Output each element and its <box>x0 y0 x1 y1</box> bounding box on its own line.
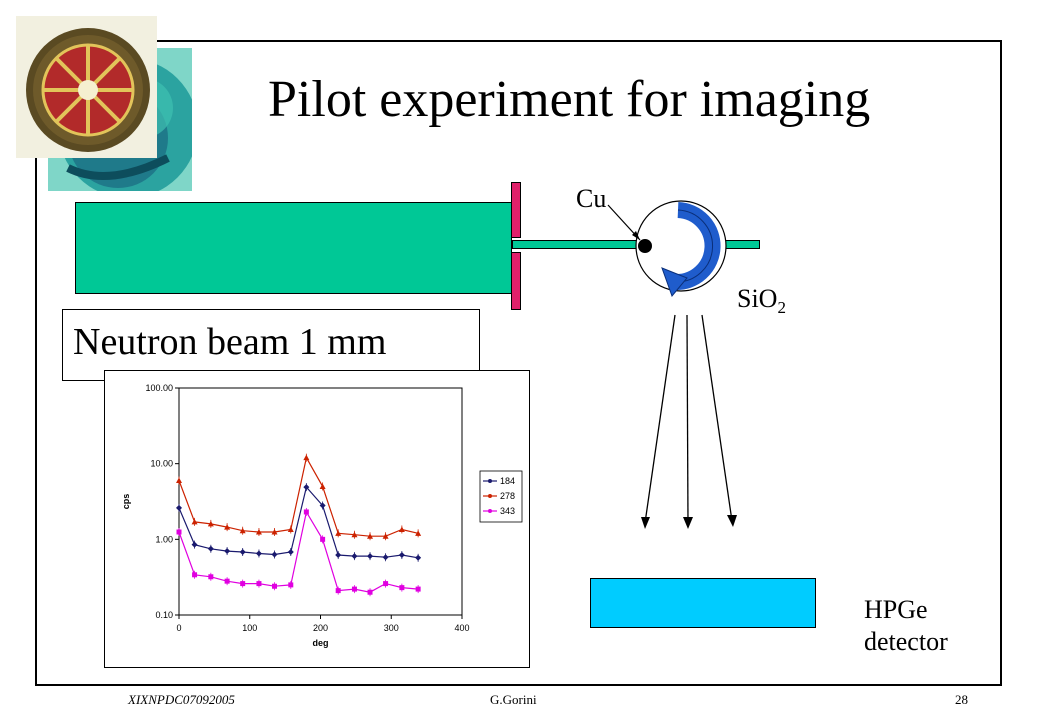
data-point-343 <box>192 572 198 578</box>
data-point-184 <box>398 552 405 559</box>
data-point-343 <box>303 509 309 515</box>
data-point-184 <box>382 554 389 561</box>
footer-page-number: 28 <box>955 692 968 707</box>
sio2-label-main: SiO <box>737 284 778 313</box>
data-point-184 <box>335 552 342 559</box>
detector-label-line2: detector <box>864 627 948 656</box>
cps-chart: 0.10 1.00 10.00 100.00 0 100 200 300 400 deg cps 1… <box>104 370 530 668</box>
data-point-343 <box>320 536 326 542</box>
x-tick-label: 400 <box>454 623 469 633</box>
y-axis-label: cps <box>121 494 131 510</box>
rotation-arrow-outline <box>674 209 714 283</box>
neutron-beam-caption: Neutron beam 1 mm <box>73 321 387 363</box>
x-tick-label: 100 <box>242 623 257 633</box>
data-point-184 <box>207 545 214 552</box>
data-point-278 <box>319 483 326 489</box>
legend-label-278: 278 <box>500 491 515 501</box>
data-point-343 <box>288 582 294 588</box>
data-point-343 <box>240 581 246 587</box>
neutron-source <box>75 202 512 294</box>
x-tick-label: 0 <box>176 623 181 633</box>
data-point-343 <box>208 574 214 580</box>
data-point-184 <box>303 484 310 491</box>
sample-diagram <box>607 200 727 297</box>
x-tick-label: 200 <box>313 623 328 633</box>
data-point-278 <box>191 518 198 525</box>
data-point-278 <box>207 520 214 527</box>
data-point-184 <box>287 549 294 556</box>
footer-left: XIXNPDC07092005 <box>128 692 235 707</box>
x-axis-label: deg <box>312 638 328 648</box>
gamma-arrow-right <box>701 314 733 522</box>
sio2-label-sub: 2 <box>777 298 786 318</box>
data-point-343 <box>367 589 373 595</box>
y-tick-label: 1.00 <box>155 534 173 544</box>
data-point-278 <box>224 524 231 530</box>
data-point-278 <box>303 454 310 461</box>
gamma-arrows <box>641 314 737 529</box>
data-point-343 <box>351 586 357 592</box>
data-point-278 <box>398 526 405 532</box>
slide-frame <box>35 40 1002 686</box>
data-point-343 <box>383 581 389 587</box>
legend-label-343: 343 <box>500 506 515 516</box>
sio2-label: SiO2 <box>737 284 786 318</box>
neutron-beam-caption-box: Neutron beam 1 mm <box>62 309 480 381</box>
data-point-343 <box>415 586 421 592</box>
data-point-184 <box>176 504 182 511</box>
cu-marker <box>638 239 652 253</box>
data-point-184 <box>271 551 278 558</box>
collimator-upper <box>511 182 521 238</box>
legend-label-184: 184 <box>500 476 515 486</box>
hpge-detector <box>590 578 816 628</box>
data-point-278 <box>239 527 246 534</box>
detector-label-line1: HPGe <box>864 595 928 624</box>
series-line-343 <box>178 510 419 593</box>
data-point-184 <box>255 550 262 557</box>
data-point-184 <box>351 553 358 560</box>
y-tick-label: 100.00 <box>145 383 173 393</box>
legend-marker-343 <box>488 509 492 513</box>
detector-label: HPGe detector <box>864 594 948 658</box>
footer-center: G.Gorini <box>490 692 537 707</box>
cps-chart-svg: 0.10 1.00 10.00 100.00 0 100 200 300 400 deg cps 1… <box>121 383 523 648</box>
data-point-184 <box>367 553 374 560</box>
data-point-184 <box>415 554 422 561</box>
plot-area <box>178 387 463 616</box>
rotation-arrow-head <box>661 267 688 297</box>
data-point-184 <box>319 502 326 509</box>
data-point-278 <box>287 526 294 532</box>
legend-marker-184 <box>488 479 492 483</box>
data-point-278 <box>271 529 278 535</box>
data-point-184 <box>224 548 231 555</box>
data-point-278 <box>176 477 182 483</box>
data-point-343 <box>256 581 262 587</box>
data-point-278 <box>335 530 342 536</box>
series-line-184 <box>178 485 419 559</box>
series-line-278 <box>178 456 419 537</box>
data-point-278 <box>415 530 422 536</box>
data-point-184 <box>191 541 198 548</box>
x-tick-label: 300 <box>384 623 399 633</box>
data-point-343 <box>272 583 278 589</box>
data-point-343 <box>399 585 405 591</box>
data-point-278 <box>255 529 262 535</box>
y-tick-label: 0.10 <box>155 610 173 620</box>
cu-label: Cu <box>576 184 607 213</box>
data-point-343 <box>176 529 182 535</box>
collimator-lower <box>511 252 521 310</box>
data-point-278 <box>367 533 374 539</box>
y-tick-label: 10.00 <box>150 459 173 469</box>
slide-title: Pilot experiment for imaging <box>268 71 871 128</box>
gamma-arrow-center <box>686 314 689 524</box>
legend-marker-278 <box>488 494 492 498</box>
artifact-photo-front <box>16 16 157 158</box>
data-point-278 <box>351 531 358 538</box>
data-point-343 <box>335 588 341 594</box>
data-point-184 <box>239 549 246 556</box>
gamma-arrow-left <box>644 314 676 524</box>
data-point-343 <box>224 578 230 584</box>
data-point-278 <box>382 533 389 539</box>
